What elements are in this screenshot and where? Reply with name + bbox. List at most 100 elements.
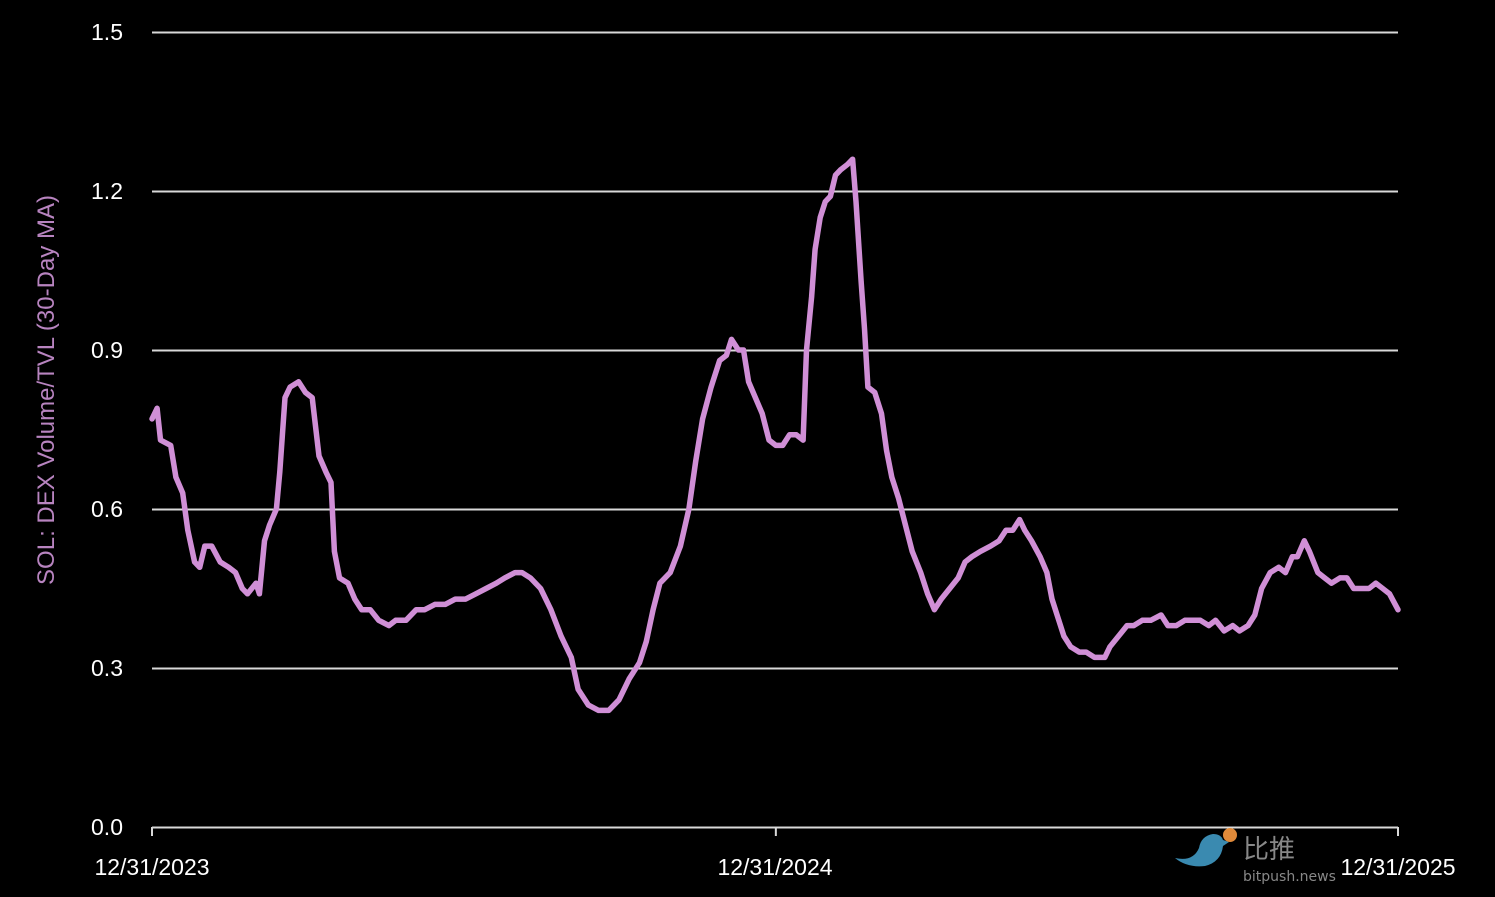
- data-point: [766, 437, 772, 443]
- data-point: [827, 193, 833, 199]
- watermark-logo: 比推 bitpush.news: [1175, 828, 1336, 885]
- data-point: [309, 395, 315, 401]
- data-point: [1259, 586, 1265, 591]
- data-point: [1351, 586, 1357, 591]
- data-point: [1049, 596, 1055, 602]
- data-point: [955, 575, 961, 581]
- data-point: [585, 702, 591, 708]
- data-point: [879, 411, 884, 417]
- data-point: [158, 437, 163, 443]
- data-point: [693, 458, 699, 464]
- data-point: [962, 559, 968, 565]
- y-tick-label: 0.6: [91, 496, 123, 522]
- data-point: [643, 639, 649, 644]
- data-point: [1237, 628, 1242, 634]
- data-point: [889, 474, 895, 480]
- data-point: [1358, 586, 1363, 591]
- data-point: [267, 522, 273, 528]
- data-point: [596, 707, 602, 713]
- data-point: [626, 676, 632, 682]
- bitcoin-coin-icon: [1223, 828, 1237, 842]
- data-point: [780, 442, 786, 448]
- data-point: [1131, 623, 1137, 629]
- data-point: [1061, 633, 1067, 639]
- data-point: [947, 586, 953, 591]
- data-point: [226, 564, 232, 570]
- data-point: [862, 326, 867, 332]
- data-point: [723, 352, 729, 358]
- data-point: [253, 580, 259, 586]
- data-point: [502, 575, 508, 581]
- data-point: [452, 596, 458, 602]
- data-point: [616, 697, 622, 703]
- data-point: [473, 591, 479, 597]
- data-point: [422, 607, 428, 613]
- data-point: [316, 453, 322, 459]
- series-line: [149, 156, 1401, 714]
- data-point: [345, 580, 351, 586]
- data-point: [787, 432, 792, 438]
- data-point: [287, 384, 293, 390]
- data-point: [376, 617, 382, 623]
- data-point: [677, 543, 683, 549]
- gridlines: [152, 31, 1398, 670]
- data-point: [1022, 527, 1028, 533]
- data-point: [273, 506, 279, 512]
- y-tick-label: 1.2: [91, 178, 123, 204]
- data-point: [746, 379, 752, 385]
- data-point: [202, 543, 208, 549]
- data-point: [352, 596, 358, 602]
- data-point: [1189, 617, 1195, 623]
- data-point: [1276, 564, 1282, 570]
- data-point: [1076, 649, 1082, 655]
- data-point: [729, 336, 734, 342]
- data-point: [844, 162, 850, 167]
- data-point: [1213, 617, 1219, 623]
- data-point: [282, 395, 288, 401]
- x-tick-label: 12/31/2024: [717, 854, 832, 880]
- data-point: [331, 548, 337, 554]
- data-point: [1230, 623, 1236, 629]
- data-point: [296, 379, 302, 385]
- y-axis-ticks: 0.0 0.3 0.6 0.9 1.2 1.5: [91, 19, 123, 840]
- data-point: [197, 564, 203, 570]
- data-point: [686, 506, 692, 512]
- watermark-logo-text: 比推: [1243, 835, 1295, 865]
- watermark-site-text: bitpush.news: [1243, 869, 1336, 885]
- data-point: [804, 347, 809, 353]
- data-point: [1037, 554, 1043, 560]
- data-point: [239, 586, 245, 591]
- data-point: [1044, 570, 1050, 576]
- data-point: [262, 538, 267, 544]
- data-point: [149, 416, 155, 422]
- data-point: [1373, 580, 1379, 586]
- data-point: [217, 559, 223, 565]
- data-point: [519, 570, 525, 576]
- data-point: [1139, 617, 1145, 623]
- data-point: [1102, 654, 1108, 660]
- data-point: [403, 617, 409, 623]
- data-point: [1158, 612, 1164, 618]
- data-point: [1056, 617, 1062, 623]
- data-point: [173, 474, 179, 480]
- data-point: [1380, 586, 1386, 591]
- data-point: [1124, 623, 1130, 629]
- data-point: [1294, 554, 1300, 560]
- data-point: [896, 495, 902, 501]
- data-point: [817, 215, 823, 220]
- data-point: [192, 559, 198, 565]
- data-point: [538, 586, 544, 591]
- data-point: [575, 686, 581, 692]
- data-point: [180, 490, 186, 496]
- data-point: [1315, 570, 1321, 576]
- data-point: [512, 570, 518, 576]
- data-point: [793, 432, 799, 438]
- data-point: [988, 543, 994, 549]
- data-point: [938, 596, 944, 602]
- data-point: [442, 601, 448, 607]
- bird-icon: [1175, 834, 1229, 867]
- data-point: [1182, 617, 1188, 623]
- data-point: [337, 575, 342, 581]
- data-point: [1366, 586, 1372, 591]
